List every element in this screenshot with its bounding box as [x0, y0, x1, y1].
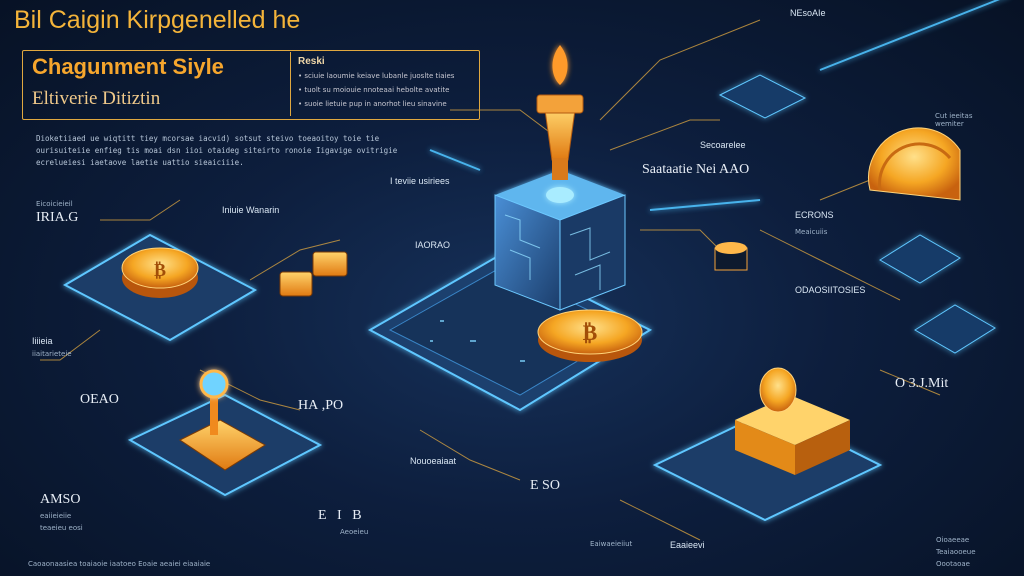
label-bottom-right-1: Eaaieevi [670, 540, 705, 550]
label-left-big-3: AMSO [40, 492, 81, 507]
glow-traces [429, 0, 1001, 211]
pot-icon [714, 242, 748, 271]
label-left-small-2: Iiiieia [32, 336, 53, 346]
label-left-small-1: Eicoicieieil [36, 200, 73, 208]
info-box-line: • tuolt su moiouie nnoteaai hebolte avat… [298, 86, 450, 94]
label-mid-diag-2: IAORAO [415, 240, 451, 250]
intro-line: ourisuiteiie enfieg tis moai dsn iioi ot… [36, 146, 398, 155]
label-center-right-2: Secoarelee [700, 140, 746, 150]
label-mid-1: Iniuie Wanarin [222, 205, 280, 215]
intro-line: Dioketiiaed ue wiqtitt tiey mcorsae iacv… [36, 134, 380, 143]
label-mid-diag-1: I teviie usiriees [390, 176, 450, 186]
label-right-1: ECRONS [795, 210, 834, 220]
title-line-2: Chagunment Siyle [32, 54, 224, 79]
footer-right-b: Teaiaooeue [936, 548, 976, 556]
title-divider [290, 52, 291, 116]
lightbulb-icon [199, 369, 229, 399]
label-left-small-4: eaiieieiie [40, 512, 72, 520]
label-center-right-1: Saataatie Nei AAO [642, 162, 750, 177]
left-coin-platform: ₿ [62, 233, 258, 342]
title-line-3: Eltiverie Ditiztin [32, 88, 161, 109]
label-bottom-center-2: Aeoeieu [340, 528, 369, 536]
label-left-small-5: teaeieu eosi [40, 524, 83, 532]
chip-icon [279, 251, 348, 297]
cube-tower-icon [494, 170, 626, 311]
label-left-big-1: IRIA.G [36, 210, 79, 225]
info-box-label: Reski [298, 56, 325, 67]
footer-left: Caoaonaasiea toaiaoie iaatoeo Eoaie aeai… [28, 560, 211, 568]
svg-text:₿: ₿ [583, 321, 598, 346]
half-coin-icon [868, 127, 961, 201]
label-center-low-3: E I B [318, 508, 362, 523]
connector-lines [40, 19, 941, 541]
info-box-line: • sciuie laoumie keiave lubanle juoslte … [298, 72, 455, 80]
intro-line: ecrelueiesi iaetaove laetie uattio sieai… [36, 158, 244, 167]
label-tr-card: Cut ieeitas wemiter [935, 112, 973, 128]
label-right-4: O 3.J.Mit [895, 376, 949, 391]
title-line-1: Bil Caigin Kirpgenelled he [14, 6, 301, 34]
label-right-2: Meaicuiis [795, 228, 828, 236]
svg-text:₿: ₿ [154, 260, 166, 281]
label-left-big-2: OEAO [80, 392, 119, 407]
torch-icon [536, 45, 584, 180]
lightbulb-platform [127, 369, 323, 497]
footer-right-a: Oioaeeae [936, 536, 970, 544]
right-coin-platform [652, 367, 883, 522]
label-top-right: NEsoAIe [790, 8, 826, 18]
label-center-low-4: E SO [530, 478, 560, 493]
info-box-line: • suoie lietuie pup in anorhot lieu sina… [298, 100, 447, 108]
shield-card-icon [718, 74, 996, 354]
label-right-3: ODAOSIITOSIES [795, 285, 866, 295]
label-center-low-1: HA ,PO [298, 398, 344, 413]
label-left-small-3: iiaitarieteie [32, 350, 72, 358]
footer-right-c: Oootaoae [936, 560, 970, 568]
bitcoin-coin-icon: ₿ [537, 309, 643, 362]
title-frame [22, 50, 480, 120]
label-bottom-center-3: Eaiwaeieiiut [590, 540, 633, 548]
label-bottom-center-1: Nouoeaiaat [410, 456, 457, 466]
